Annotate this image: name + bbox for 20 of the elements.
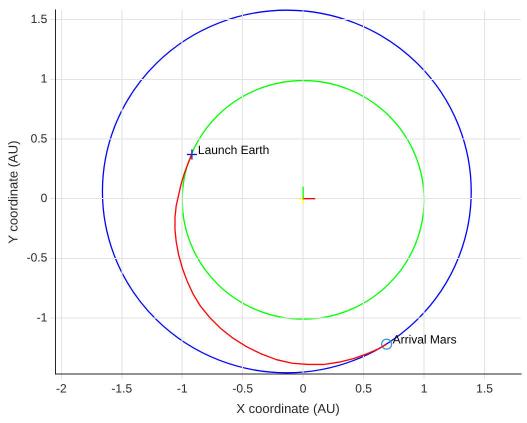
y-tick-label: 0: [40, 190, 48, 205]
point: [186, 148, 198, 160]
x-axis-title: X coordinate (AU): [236, 400, 340, 416]
y-tick-label: -0.5: [26, 250, 48, 265]
x-tick-label: 1: [420, 382, 428, 396]
x-tick-label: -0.5: [232, 382, 254, 396]
x-tick-label: 0.5: [355, 382, 372, 396]
y-tick-label: 1.5: [30, 12, 48, 26]
annotation: Arrival Mars: [392, 332, 457, 346]
x-tick-label: -1.5: [111, 382, 132, 396]
x-tick-label: -1: [176, 382, 188, 396]
y-tick-label: 1: [40, 72, 48, 86]
x-tick-label: 1.5: [476, 382, 494, 396]
annotation: Launch Earth: [198, 142, 270, 157]
y-axis-title: Y coordinate (AU): [5, 140, 20, 244]
y-tick-label: 0.5: [30, 131, 48, 146]
y-tick-label: -1: [36, 310, 48, 324]
x-tick-label: 0: [300, 382, 307, 396]
x-tick-label: -2: [56, 382, 67, 396]
point: [380, 338, 392, 350]
